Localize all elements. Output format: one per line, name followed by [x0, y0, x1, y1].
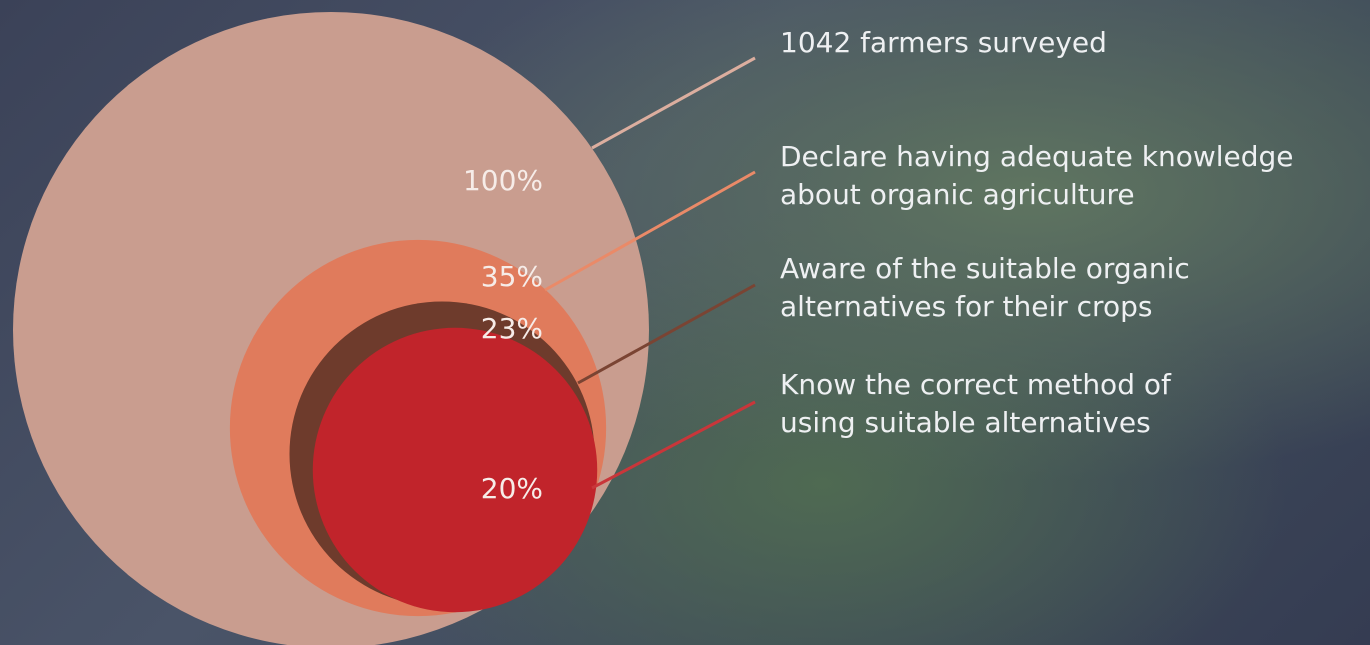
value-label: 35%	[481, 260, 543, 293]
circle	[313, 328, 597, 612]
value-label: 100%	[463, 164, 543, 197]
value-label: 23%	[481, 312, 543, 345]
category-label: Declare having adequate knowledge about …	[780, 138, 1340, 214]
category-label: Aware of the suitable organic alternativ…	[780, 250, 1340, 326]
infographic: 100% 35% 23% 20% 1042 farmers surveyed Decla…	[0, 0, 1370, 645]
category-label: Know the correct method of using suitabl…	[780, 366, 1240, 442]
leader-line	[592, 58, 755, 148]
category-label: 1042 farmers surveyed	[780, 24, 1360, 62]
value-label: 20%	[481, 472, 543, 505]
